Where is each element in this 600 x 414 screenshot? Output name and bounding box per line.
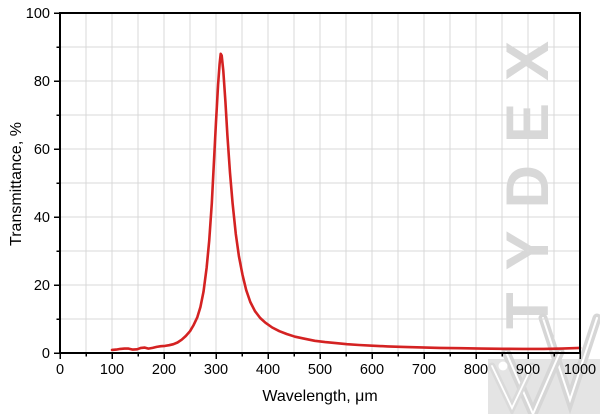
x-tick-label: 1000 (564, 362, 596, 378)
x-tick-label: 700 (412, 362, 436, 378)
x-tick-label: 0 (56, 362, 64, 378)
x-tick-label: 400 (256, 362, 280, 378)
logo-w-mark (488, 313, 600, 414)
y-tick-label: 40 (34, 210, 50, 226)
x-tick-label: 200 (152, 362, 176, 378)
logo-dot (524, 364, 534, 374)
x-tick-label: 500 (308, 362, 332, 378)
logo-dot (498, 361, 508, 371)
axis-ticks (54, 12, 581, 359)
x-tick-label: 900 (516, 362, 540, 378)
tick-labels: 0 100 200 300 400 500 600 700 800 900 1000 0 20 40 60 8… (26, 6, 596, 378)
x-tick-label: 800 (464, 362, 488, 378)
tydex-w-logo (488, 313, 600, 414)
y-tick-label: 60 (34, 142, 50, 158)
y-tick-label: 80 (34, 74, 50, 90)
x-tick-label: 300 (204, 362, 228, 378)
plot-border (59, 12, 581, 354)
x-tick-label: 100 (100, 362, 124, 378)
y-tick-label: 100 (26, 6, 50, 22)
x-tick-label: 600 (360, 362, 384, 378)
y-tick-label: 0 (42, 346, 50, 362)
grid-lines (60, 13, 580, 353)
x-axis-title: Wavelength, μm (262, 388, 378, 405)
transmittance-curve (110, 52, 582, 352)
data-curve (110, 52, 582, 352)
y-axis-title: Transmittance, % (8, 122, 25, 246)
y-tick-label: 20 (34, 278, 50, 294)
